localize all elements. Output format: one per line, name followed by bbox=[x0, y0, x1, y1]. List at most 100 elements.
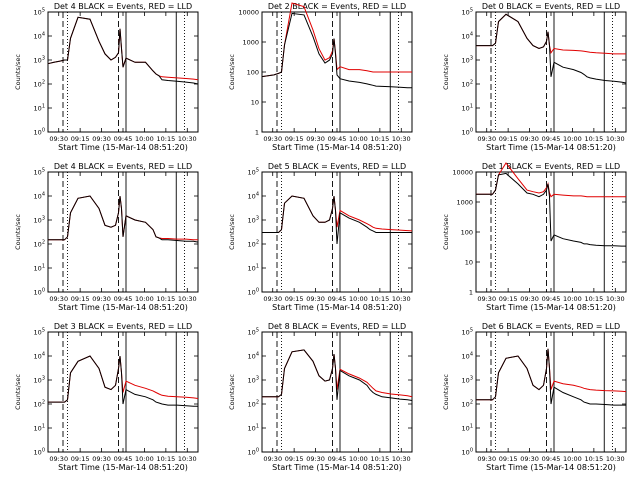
x-tick-label: 10:15 bbox=[370, 135, 389, 143]
x-tick-label: 09:30 bbox=[477, 135, 496, 143]
x-tick-label: 09:45 bbox=[114, 295, 133, 303]
x-tick-label: 09:30 bbox=[92, 295, 111, 303]
x-axis-label: Start Time (15-Mar-14 08:51:20) bbox=[58, 143, 188, 152]
y-tick-label: 104 bbox=[462, 32, 473, 41]
x-tick-label: 10:30 bbox=[178, 135, 197, 143]
chart-title: Det 4 BLACK = Events, RED = LLD bbox=[54, 162, 192, 171]
x-tick-label: 10:30 bbox=[606, 455, 625, 463]
x-tick-label: 09:30 bbox=[92, 135, 111, 143]
y-tick-label: 100 bbox=[34, 128, 45, 137]
y-tick-label: 100 bbox=[248, 288, 259, 297]
x-tick-label: 09:15 bbox=[285, 135, 304, 143]
y-tick-label: 10 bbox=[251, 99, 259, 107]
chart-panel: Det 2 BLACK = Events, RED = LLD 1 10 100 100… bbox=[228, 2, 413, 152]
chart-title: Det 2 BLACK = Events, RED = LLD bbox=[268, 2, 406, 11]
chart-title: Det 0 BLACK = Events, RED = LLD bbox=[482, 2, 620, 11]
x-tick-label: 09:45 bbox=[328, 455, 347, 463]
x-tick-label: 10:30 bbox=[606, 295, 625, 303]
y-tick-label: 102 bbox=[248, 240, 259, 249]
x-tick-label: 09:30 bbox=[477, 295, 496, 303]
y-axis-label: Counts/sec bbox=[228, 214, 236, 250]
x-tick-label: 09:45 bbox=[328, 135, 347, 143]
series-line bbox=[262, 195, 413, 233]
y-tick-label: 105 bbox=[34, 168, 45, 177]
x-tick-label: 10:00 bbox=[349, 295, 368, 303]
y-axis-label: Counts/sec bbox=[442, 214, 450, 250]
x-tick-label: 09:30 bbox=[49, 455, 68, 463]
chart-title: Det 6 BLACK = Events, RED = LLD bbox=[482, 322, 620, 331]
x-tick-label: 10:30 bbox=[178, 455, 197, 463]
x-tick-label: 09:30 bbox=[306, 295, 325, 303]
y-tick-label: 102 bbox=[34, 240, 45, 249]
chart-panel: Det 6 BLACK = Events, RED = LLD 100 101 102… bbox=[442, 322, 627, 472]
x-axis-label: Start Time (15-Mar-14 08:51:20) bbox=[486, 143, 616, 152]
chart-panel: Det 5 BLACK = Events, RED = LLD 100 101 102… bbox=[228, 162, 413, 312]
y-tick-label: 101 bbox=[462, 104, 473, 113]
y-tick-label: 103 bbox=[248, 376, 259, 385]
y-tick-label: 100 bbox=[247, 69, 259, 77]
x-tick-label: 09:30 bbox=[263, 295, 282, 303]
y-tick-label: 100 bbox=[462, 448, 473, 457]
series-line bbox=[476, 13, 626, 55]
x-tick-label: 10:15 bbox=[370, 295, 389, 303]
chart-panel: Det 3 BLACK = Events, RED = LLD 100 101 102… bbox=[14, 322, 199, 472]
x-tick-label: 10:15 bbox=[584, 135, 603, 143]
y-tick-label: 101 bbox=[248, 424, 259, 433]
x-tick-label: 09:15 bbox=[71, 455, 90, 463]
x-tick-label: 10:00 bbox=[349, 455, 368, 463]
y-tick-label: 10 bbox=[465, 259, 473, 267]
x-tick-label: 09:30 bbox=[477, 455, 496, 463]
y-axis-label: Counts/sec bbox=[228, 54, 236, 90]
x-tick-label: 10:15 bbox=[156, 135, 175, 143]
y-tick-label: 105 bbox=[462, 328, 473, 337]
y-tick-label: 102 bbox=[34, 80, 45, 89]
chart-title: Det 1 BLACK = Events, RED = LLD bbox=[482, 162, 620, 171]
y-tick-label: 10000 bbox=[452, 169, 473, 177]
y-tick-label: 100 bbox=[461, 229, 473, 237]
x-tick-label: 09:30 bbox=[520, 295, 539, 303]
y-tick-label: 105 bbox=[34, 328, 45, 337]
x-tick-label: 09:30 bbox=[306, 135, 325, 143]
series-line bbox=[48, 355, 198, 407]
y-tick-label: 104 bbox=[248, 192, 259, 201]
x-tick-label: 09:30 bbox=[263, 455, 282, 463]
x-tick-label: 10:30 bbox=[392, 295, 411, 303]
chart-title: Det 3 BLACK = Events, RED = LLD bbox=[54, 322, 192, 331]
y-tick-label: 102 bbox=[248, 400, 259, 409]
x-tick-label: 10:00 bbox=[349, 135, 368, 143]
x-tick-label: 10:15 bbox=[156, 455, 175, 463]
chart-title: Det 4 BLACK = Events, RED = LLD bbox=[54, 2, 192, 11]
x-tick-label: 09:45 bbox=[542, 295, 561, 303]
plot-frame bbox=[475, 331, 627, 453]
y-tick-label: 100 bbox=[34, 288, 45, 297]
series-line bbox=[476, 172, 626, 247]
y-tick-label: 103 bbox=[462, 56, 473, 65]
x-tick-label: 09:15 bbox=[499, 295, 518, 303]
y-tick-label: 104 bbox=[34, 192, 45, 201]
x-axis-label: Start Time (15-Mar-14 08:51:20) bbox=[58, 463, 188, 472]
chart-panel: Det 0 BLACK = Events, RED = LLD 100 101 102… bbox=[442, 2, 627, 152]
y-tick-label: 100 bbox=[248, 448, 259, 457]
x-tick-label: 09:30 bbox=[263, 135, 282, 143]
x-tick-label: 09:15 bbox=[285, 455, 304, 463]
y-tick-label: 103 bbox=[462, 376, 473, 385]
x-tick-label: 10:00 bbox=[135, 455, 154, 463]
x-tick-label: 09:45 bbox=[542, 135, 561, 143]
series-line bbox=[47, 16, 199, 81]
y-tick-label: 104 bbox=[462, 352, 473, 361]
y-tick-label: 104 bbox=[34, 32, 45, 41]
chart-panel: Det 4 BLACK = Events, RED = LLD 100 101 102… bbox=[14, 2, 199, 152]
x-axis-label: Start Time (15-Mar-14 08:51:20) bbox=[58, 303, 188, 312]
x-tick-label: 10:00 bbox=[135, 135, 154, 143]
x-axis-label: Start Time (15-Mar-14 08:51:20) bbox=[486, 463, 616, 472]
x-tick-label: 10:00 bbox=[135, 295, 154, 303]
y-tick-label: 103 bbox=[248, 216, 259, 225]
x-tick-label: 10:00 bbox=[563, 295, 582, 303]
x-tick-label: 09:30 bbox=[92, 455, 111, 463]
x-tick-label: 09:45 bbox=[114, 455, 133, 463]
y-axis-label: Counts/sec bbox=[14, 54, 22, 90]
y-tick-label: 102 bbox=[34, 400, 45, 409]
y-axis-label: Counts/sec bbox=[14, 374, 22, 410]
x-axis-label: Start Time (15-Mar-14 08:51:20) bbox=[272, 463, 402, 472]
